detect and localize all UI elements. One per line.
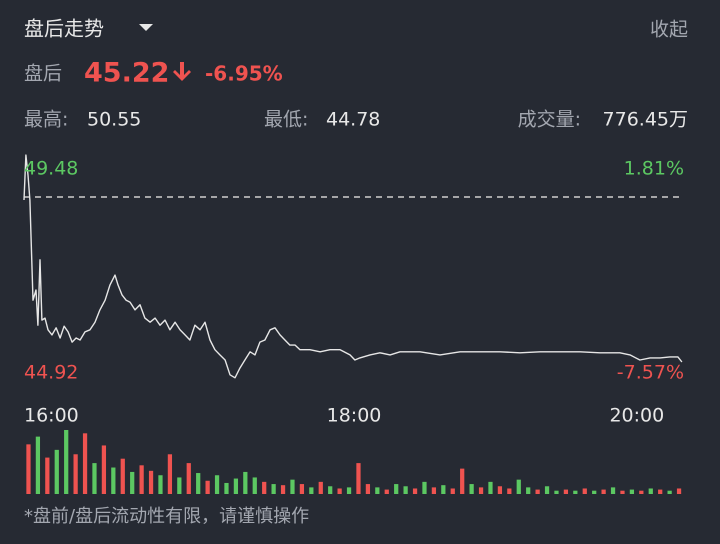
volume-bar bbox=[120, 458, 125, 494]
volume-bar bbox=[26, 444, 31, 494]
volume-bar bbox=[73, 454, 78, 494]
x-tick-label: 16:00 bbox=[24, 405, 79, 427]
volume-bar bbox=[460, 468, 465, 494]
session-label: 盘后 bbox=[24, 63, 62, 85]
volume-bar bbox=[111, 467, 116, 494]
volume-bar bbox=[403, 486, 408, 494]
volume-bar bbox=[507, 488, 512, 494]
volume-bar bbox=[233, 478, 239, 494]
volume-bar bbox=[384, 489, 389, 494]
volume-bar bbox=[148, 470, 154, 494]
volume-value: 776.45万 bbox=[603, 109, 688, 131]
volume-bar bbox=[441, 485, 446, 494]
x-tick-label: 20:00 bbox=[609, 405, 664, 427]
volume-bar bbox=[554, 490, 559, 494]
volume-bar bbox=[526, 487, 531, 494]
volume-bar bbox=[469, 484, 474, 494]
high-label: 最高: bbox=[24, 109, 68, 131]
volume-bar bbox=[64, 430, 69, 494]
volume-bar bbox=[186, 463, 191, 494]
volume-bar bbox=[346, 487, 352, 494]
volume-bar bbox=[667, 490, 672, 494]
volume-bar bbox=[167, 454, 173, 494]
volume-bar bbox=[271, 484, 276, 494]
volume-bar bbox=[658, 489, 663, 494]
volume-label: 成交量: bbox=[518, 109, 581, 131]
volume-bar bbox=[563, 489, 569, 494]
volume-bar bbox=[601, 489, 606, 494]
volume-bar bbox=[139, 465, 144, 494]
price-line bbox=[23, 154, 683, 379]
volume-bar bbox=[394, 484, 399, 494]
volume-bar bbox=[205, 480, 210, 494]
volume-bar bbox=[422, 481, 427, 494]
volume-bar bbox=[158, 475, 163, 494]
volume-bar bbox=[92, 463, 97, 494]
volume-bar bbox=[35, 436, 41, 494]
volume-bar bbox=[620, 490, 625, 494]
volume-bar bbox=[544, 486, 550, 494]
volume-bar bbox=[252, 477, 257, 494]
volume-bar bbox=[356, 463, 361, 494]
volume-bar bbox=[224, 482, 229, 494]
high-value: 50.55 bbox=[87, 109, 141, 131]
volume-bar bbox=[328, 486, 333, 494]
volume-bar bbox=[516, 479, 521, 494]
low-label: 最低: bbox=[264, 109, 308, 131]
volume-bar bbox=[412, 488, 418, 494]
volume-bar bbox=[337, 488, 342, 494]
volume-bar bbox=[214, 475, 220, 494]
volume-bar bbox=[196, 473, 201, 494]
y2-tick-label: 1.81% bbox=[624, 158, 684, 180]
volume-bar bbox=[101, 445, 107, 494]
volume-bar bbox=[177, 477, 182, 494]
volume-bar bbox=[497, 486, 503, 494]
collapse-button[interactable]: 收起 bbox=[650, 19, 688, 41]
volume-bar bbox=[592, 490, 597, 494]
price: 45.22 bbox=[84, 58, 169, 89]
volume-bar bbox=[365, 484, 371, 494]
volume-bar bbox=[676, 488, 682, 494]
volume-bar bbox=[262, 481, 267, 494]
volume-bar bbox=[488, 481, 493, 494]
volume-bar bbox=[130, 471, 135, 494]
volume-bar bbox=[82, 433, 88, 494]
low-value: 44.78 bbox=[326, 109, 380, 131]
volume-bar bbox=[450, 488, 455, 494]
volume-bar bbox=[290, 479, 295, 494]
volume-bar bbox=[299, 484, 305, 494]
volume-bar bbox=[54, 449, 59, 494]
volume-bar bbox=[639, 490, 644, 494]
volume-bar bbox=[582, 488, 587, 494]
volume-bar bbox=[318, 481, 323, 494]
x-tick-label: 18:00 bbox=[327, 405, 382, 427]
volume-bar bbox=[478, 487, 484, 494]
y2-tick-label: -7.57% bbox=[617, 362, 684, 384]
disclaimer: *盘前/盘后流动性有限，请谨慎操作 bbox=[24, 506, 309, 527]
y-tick-label: 49.48 bbox=[24, 158, 78, 180]
volume-bar bbox=[280, 485, 286, 494]
title[interactable]: 盘后走势 bbox=[24, 17, 104, 41]
volume-bar bbox=[535, 489, 540, 494]
volume-bar bbox=[45, 457, 50, 494]
volume-bar bbox=[243, 471, 248, 494]
dropdown-icon[interactable] bbox=[139, 24, 153, 31]
down-arrow bbox=[173, 62, 191, 81]
volume-bar bbox=[375, 487, 380, 494]
volume-bar bbox=[431, 487, 437, 494]
change-percent: -6.95% bbox=[205, 62, 283, 86]
volume-bar bbox=[573, 490, 578, 494]
volume-bar bbox=[610, 487, 616, 494]
volume-bar bbox=[648, 488, 653, 494]
volume-bar bbox=[629, 489, 635, 494]
volume-bar bbox=[309, 487, 314, 494]
y-tick-label: 44.92 bbox=[24, 362, 78, 384]
